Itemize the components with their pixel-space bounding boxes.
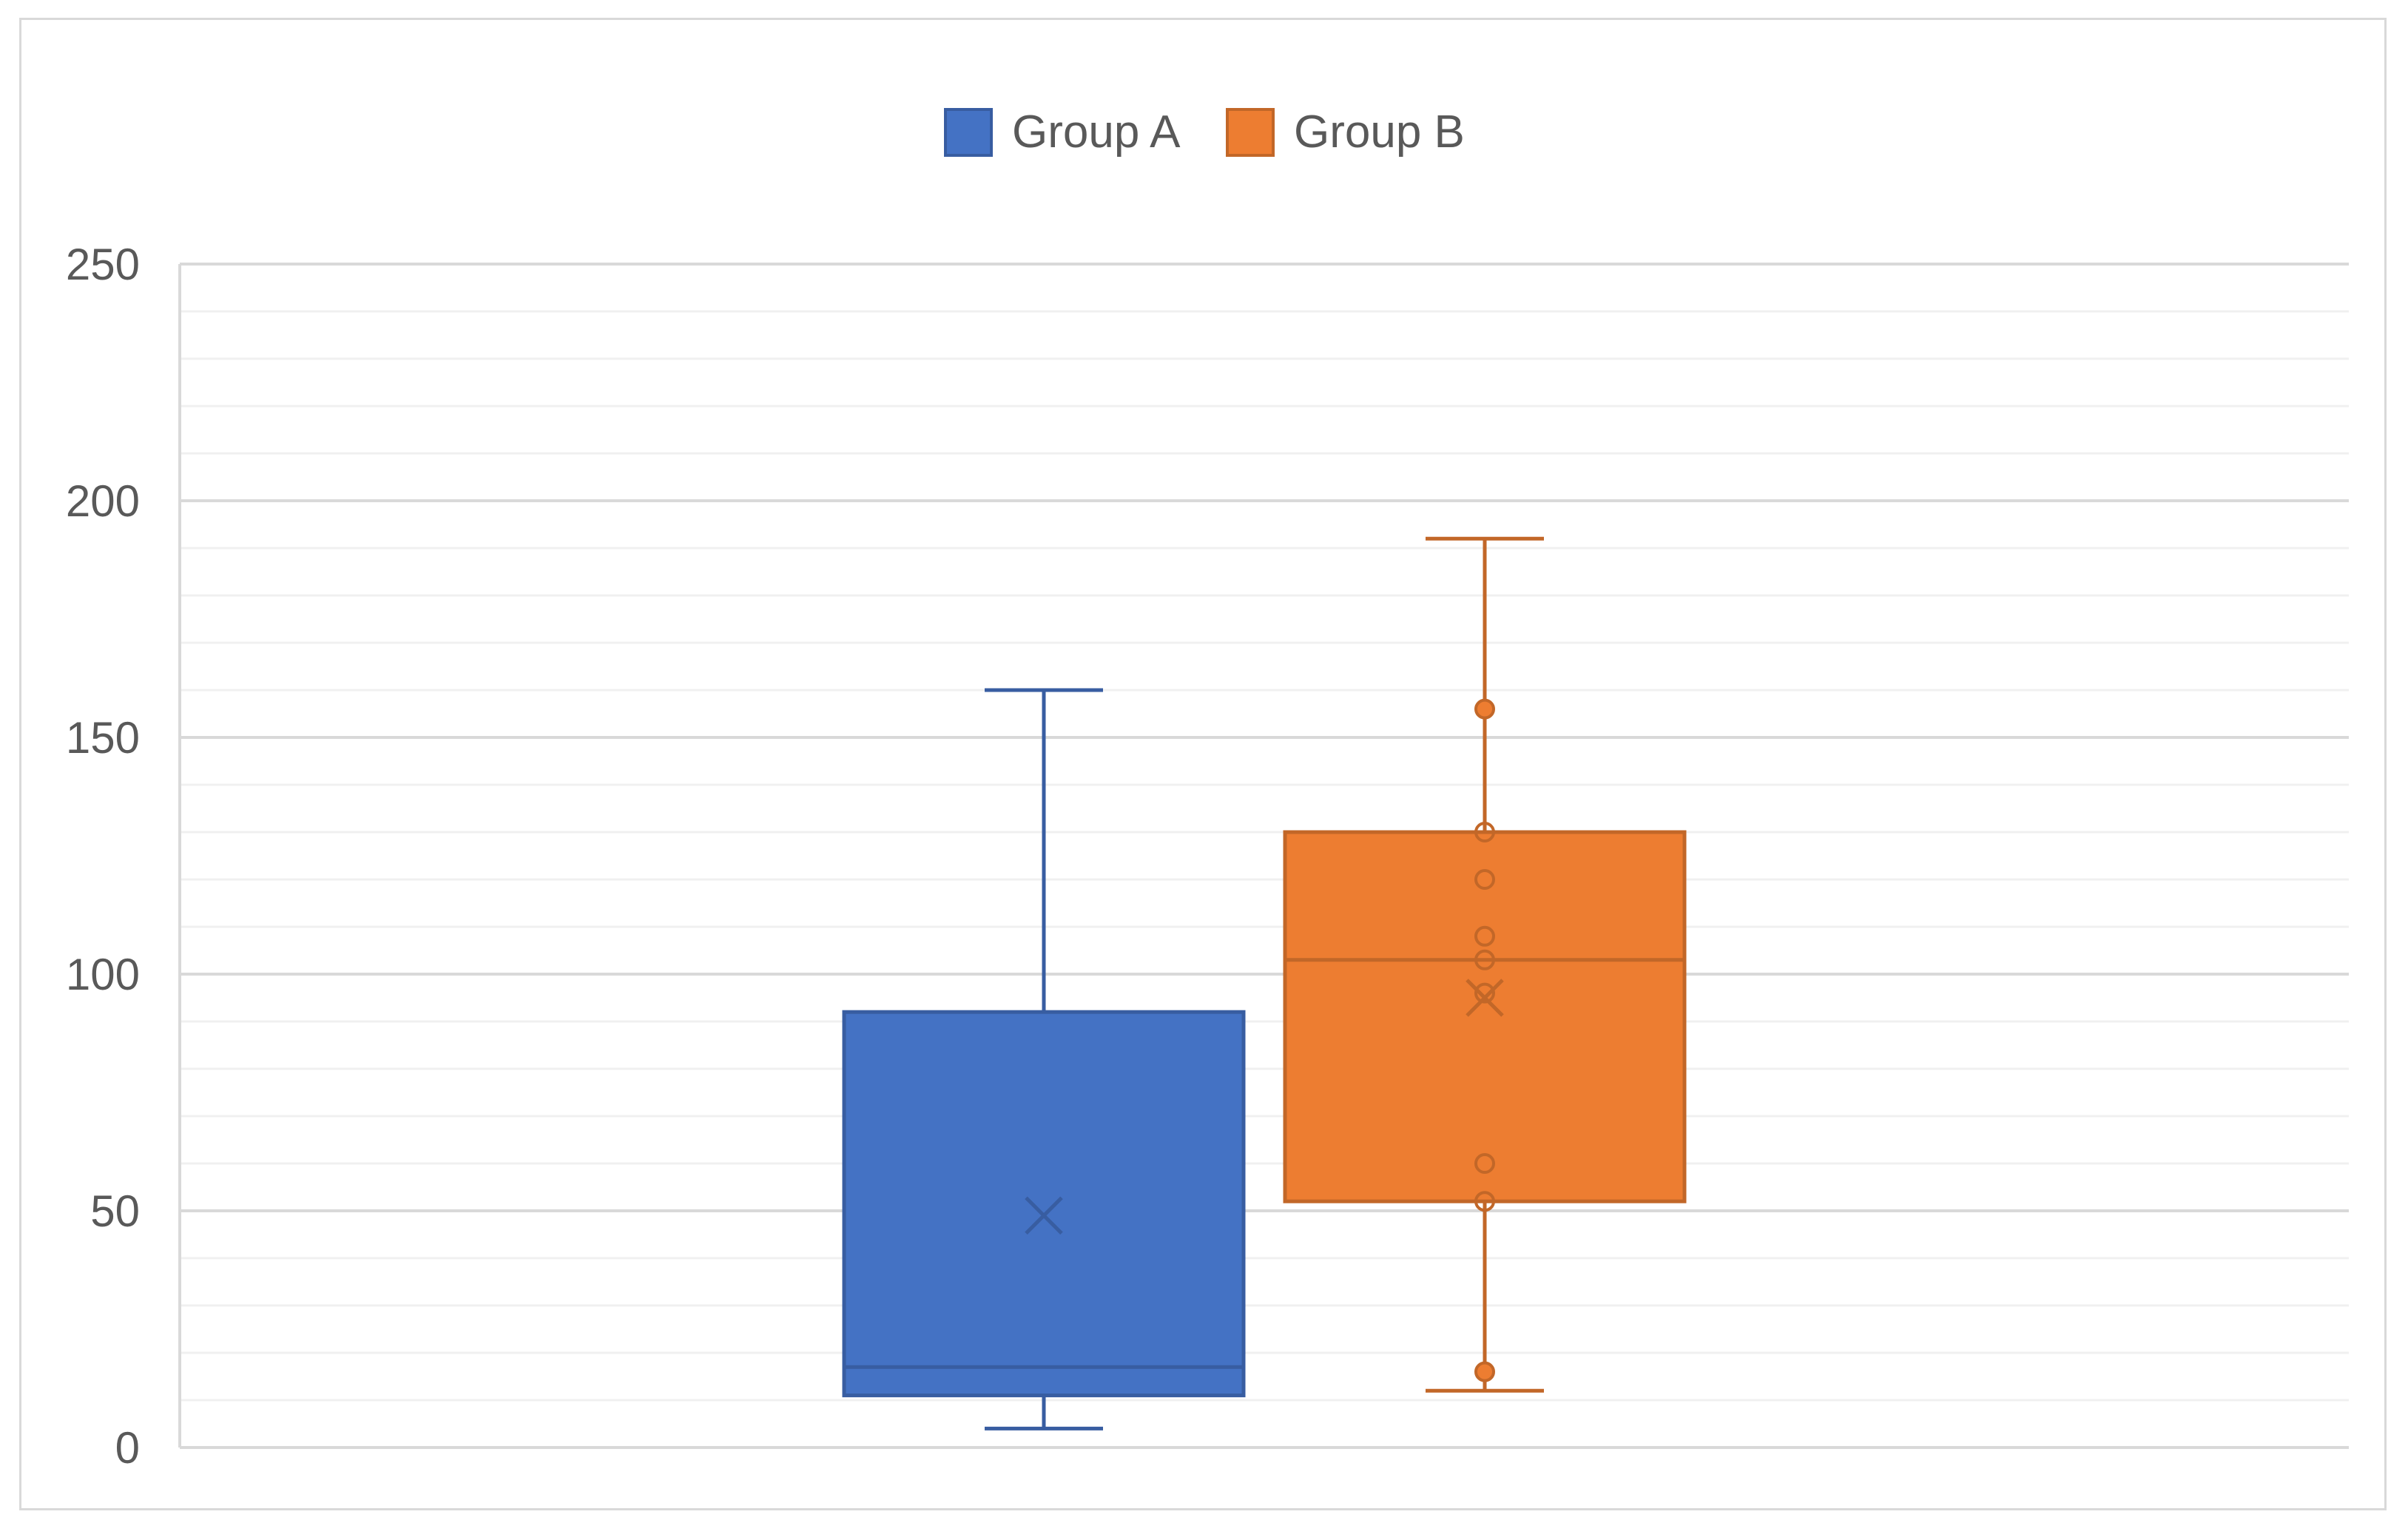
data-point — [1474, 698, 1495, 720]
data-point — [1474, 1361, 1495, 1382]
legend: Group A Group B — [944, 107, 1465, 158]
gridlines — [180, 263, 2349, 1449]
data-point — [1474, 869, 1495, 890]
data-point — [1474, 1191, 1495, 1212]
legend-label: Group A — [1012, 107, 1181, 158]
data-point — [1474, 949, 1495, 970]
chart-area: 0 50 100 150 200 250 Group A Group B — [19, 18, 2387, 1510]
y-tick-label: 250 — [66, 240, 140, 289]
plot-area — [842, 536, 1687, 1430]
data-point — [1474, 1153, 1495, 1174]
y-tick-label: 50 — [90, 1186, 140, 1236]
y-tick-label: 150 — [66, 713, 140, 763]
box-series-group-b — [1283, 536, 1687, 1393]
mean-marker — [1466, 979, 1504, 1017]
y-axis: 0 50 100 150 200 250 — [66, 240, 181, 1473]
legend-swatch — [944, 108, 993, 157]
legend-label: Group B — [1294, 107, 1465, 158]
legend-item: Group B — [1226, 107, 1465, 158]
data-point — [1474, 982, 1495, 1004]
y-tick-label: 100 — [66, 950, 140, 999]
y-tick-label: 200 — [66, 476, 140, 526]
legend-item: Group A — [944, 107, 1181, 158]
mean-marker — [1025, 1196, 1063, 1235]
box-iqr — [1283, 830, 1687, 1203]
legend-swatch — [1226, 108, 1275, 157]
box-plot-chart: 0 50 100 150 200 250 Group A Group B — [66, 107, 2349, 1473]
data-point — [1474, 822, 1495, 842]
data-point — [1474, 925, 1495, 947]
box-series-group-a — [842, 688, 1246, 1430]
box-iqr — [842, 1010, 1246, 1398]
y-tick-label: 0 — [115, 1423, 140, 1473]
